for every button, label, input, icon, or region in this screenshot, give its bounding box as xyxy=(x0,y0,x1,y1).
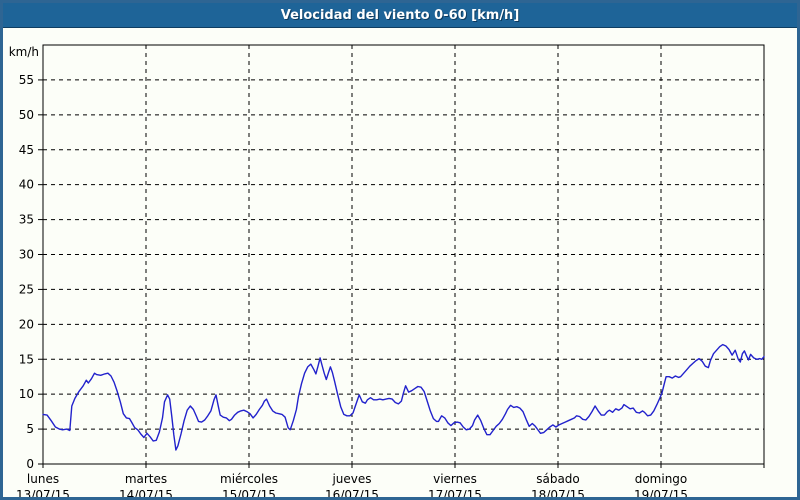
x-day-name-label: martes xyxy=(125,472,167,486)
y-tick-label: 20 xyxy=(19,317,34,331)
x-day-date-label: 16/07/15 xyxy=(325,488,379,500)
y-tick-label: 10 xyxy=(19,387,34,401)
x-day-name-label: lunes xyxy=(27,472,59,486)
wind-speed-chart: 0 5 10 15 20 25 30 35 40 45 50 55 km/h lunes 13/07/15 m… xyxy=(9,44,765,500)
chart-title: Velocidad del viento 0-60 [km/h] xyxy=(280,7,520,23)
x-day-date-label: 15/07/15 xyxy=(222,488,276,500)
y-tick-label: 15 xyxy=(19,352,34,366)
y-tick-label: 25 xyxy=(19,282,34,296)
x-day-date-label: 13/07/15 xyxy=(16,488,70,500)
y-tick-label: 55 xyxy=(19,73,34,87)
y-tick-label: 40 xyxy=(19,178,34,192)
y-axis-unit-label: km/h xyxy=(9,45,39,59)
chart-plot-area: 0 5 10 15 20 25 30 35 40 45 50 55 km/h lunes 13/07/15 m… xyxy=(3,28,797,500)
x-day-name-label: domingo xyxy=(635,472,688,486)
x-day-name-label: viernes xyxy=(433,472,477,486)
y-tick-label: 5 xyxy=(26,422,34,436)
x-day-date-label: 19/07/15 xyxy=(634,488,688,500)
x-day-date-label: 18/07/15 xyxy=(531,488,585,500)
x-day-date-label: 14/07/15 xyxy=(119,488,173,500)
chart-title-bar: Velocidad del viento 0-60 [km/h] xyxy=(3,3,797,28)
x-day-name-label: jueves xyxy=(331,472,371,486)
y-tick-label: 35 xyxy=(19,213,34,227)
y-tick-label: 0 xyxy=(26,457,34,471)
y-tick-label: 50 xyxy=(19,108,34,122)
x-day-name-label: miércoles xyxy=(220,472,278,486)
x-day-date-label: 17/07/15 xyxy=(428,488,482,500)
y-tick-label: 45 xyxy=(19,143,34,157)
wind-speed-line xyxy=(42,343,765,451)
y-tick-label: 30 xyxy=(19,248,34,262)
plot-border xyxy=(42,44,765,465)
x-day-name-label: sábado xyxy=(536,472,580,486)
